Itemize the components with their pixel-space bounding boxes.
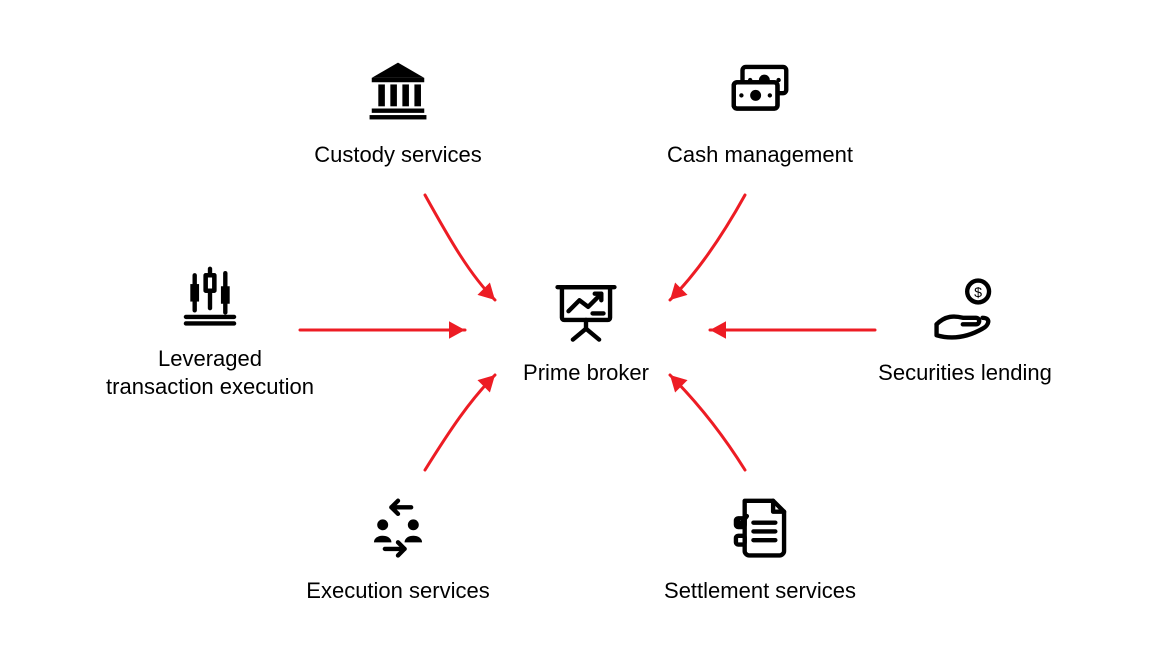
node-custody: Custody services xyxy=(268,56,528,169)
node-execution: Execution services xyxy=(268,492,528,605)
presentation-chart-icon xyxy=(456,274,716,349)
node-label: Prime broker xyxy=(456,359,716,387)
node-label: Securities lending xyxy=(835,359,1095,387)
node-cash: Cash management xyxy=(630,56,890,169)
node-securities: $ Securities lending xyxy=(835,274,1095,387)
people-exchange-icon xyxy=(268,492,528,567)
node-label: Execution services xyxy=(268,577,528,605)
node-settlement: Settlement services xyxy=(630,492,890,605)
node-prime-broker: Prime broker xyxy=(456,274,716,387)
candlestick-icon xyxy=(80,260,340,335)
node-label: Leveraged transaction execution xyxy=(80,345,340,400)
diagram-stage: Prime broker Custody services Cash manag… xyxy=(0,0,1173,660)
cash-stack-icon xyxy=(630,56,890,131)
node-label: Settlement services xyxy=(630,577,890,605)
hand-coin-icon: $ xyxy=(835,274,1095,349)
node-leveraged: Leveraged transaction execution xyxy=(80,260,340,400)
bank-icon xyxy=(268,56,528,131)
checklist-doc-icon xyxy=(630,492,890,567)
node-label: Cash management xyxy=(630,141,890,169)
node-label: Custody services xyxy=(268,141,528,169)
svg-text:$: $ xyxy=(974,284,982,300)
